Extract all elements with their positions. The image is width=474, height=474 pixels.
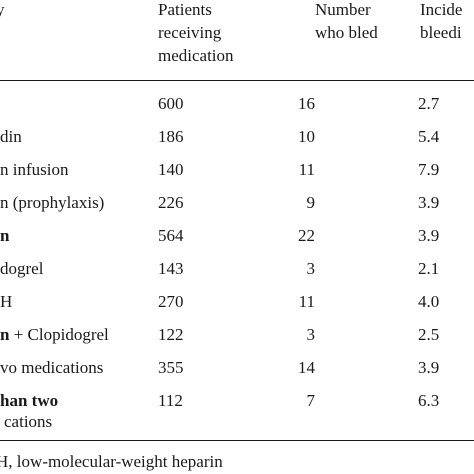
row-patients: 226 — [158, 193, 184, 212]
row-incidence: 2.7 — [418, 94, 440, 113]
row-incidence: 7.9 — [418, 160, 440, 179]
header-rule — [0, 80, 474, 82]
row-label: n (prophylaxis) — [0, 193, 105, 212]
header-incidence-line1: Incide — [420, 0, 463, 19]
table-row: n (prophylaxis) 226 9 3.9 — [0, 191, 474, 215]
table-row: H 270 11 4.0 — [0, 290, 474, 314]
table-row: n infusion 140 11 7.9 — [0, 158, 474, 182]
header-incidence-line2: bleedi — [420, 23, 462, 42]
row-patients: 355 — [158, 358, 184, 377]
header-patients-line1: Patients — [158, 0, 212, 19]
row-label-continuation: cations — [4, 412, 53, 431]
row-bled: 9 — [306, 193, 316, 212]
row-patients: 122 — [158, 325, 184, 344]
row-bled: 10 — [298, 127, 315, 146]
row-bled: 11 — [298, 292, 315, 311]
header-bled-line1: Number — [315, 0, 371, 19]
row-bled: 14 — [298, 358, 315, 377]
row-label-rest: + Clopidogrel — [9, 325, 109, 344]
row-incidence: 3.9 — [418, 226, 440, 245]
table-row: 600 16 2.7 — [0, 92, 474, 116]
row-bled: 7 — [306, 391, 316, 410]
header-bled-line2: who bled — [315, 23, 378, 42]
header-category: y — [0, 0, 5, 19]
row-bled: 11 — [298, 160, 315, 179]
row-incidence: 6.3 — [418, 391, 440, 410]
footer-rule — [0, 440, 474, 442]
row-label: n — [0, 226, 10, 245]
row-patients: 564 — [158, 226, 184, 245]
table-row: vo medications 355 14 3.9 — [0, 356, 474, 380]
row-incidence: 3.9 — [418, 193, 440, 212]
row-patients: 140 — [158, 160, 184, 179]
table-row: din 186 10 5.4 — [0, 125, 474, 149]
row-incidence: 2.5 — [418, 325, 440, 344]
row-label: dogrel — [0, 259, 44, 278]
row-patients: 143 — [158, 259, 184, 278]
table-row: n 564 22 3.9 — [0, 224, 474, 248]
row-label: han two — [0, 391, 59, 410]
row-patients: 112 — [158, 391, 183, 410]
row-incidence: 5.4 — [418, 127, 440, 146]
row-label: vo medications — [0, 358, 104, 377]
row-patients: 186 — [158, 127, 184, 146]
row-patients: 600 — [158, 94, 184, 113]
row-label: n + Clopidogrel — [0, 325, 109, 345]
table-row: han two 112 7 6.3 — [0, 389, 474, 413]
row-bled: 16 — [298, 94, 315, 113]
table-row: n + Clopidogrel 122 3 2.5 — [0, 323, 474, 347]
row-label: din — [0, 127, 22, 146]
table-row: dogrel 143 3 2.1 — [0, 257, 474, 281]
row-incidence: 2.1 — [418, 259, 440, 278]
footnote: H, low-molecular-weight heparin — [0, 452, 223, 471]
row-incidence: 4.0 — [418, 292, 440, 311]
row-bled: 3 — [306, 325, 316, 344]
row-bled: 22 — [298, 226, 315, 245]
header-patients-line3: medication — [158, 46, 234, 65]
row-label: n infusion — [0, 160, 69, 179]
row-bled: 3 — [306, 259, 316, 278]
header-patients-line2: receiving — [158, 23, 222, 42]
row-label-bold: n — [0, 325, 10, 344]
row-patients: 270 — [158, 292, 184, 311]
row-incidence: 3.9 — [418, 358, 440, 377]
row-label: H — [0, 292, 13, 311]
